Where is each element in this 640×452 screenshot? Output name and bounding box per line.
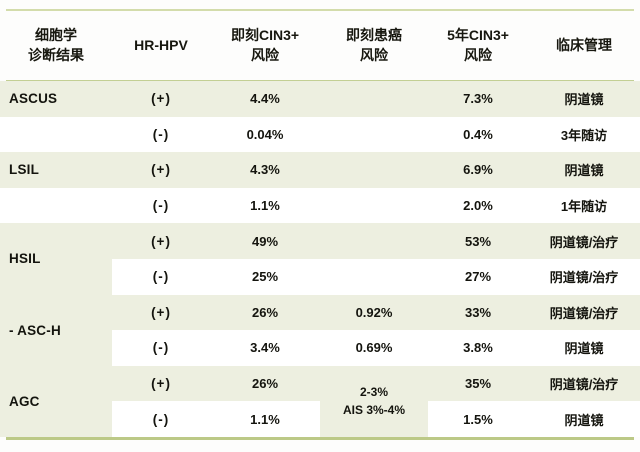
cytology-label: AGC: [0, 365, 112, 437]
column-header-management: 临床管理: [528, 11, 640, 79]
five-year-cin3-risk: 2.0%: [428, 187, 528, 224]
management: 阴道镜: [528, 81, 640, 117]
cytology-label: [0, 187, 112, 224]
management: 3年随访: [528, 116, 640, 153]
immediate-cancer-risk: 0.69%: [320, 330, 428, 366]
immediate-cin3-risk: 26%: [210, 365, 320, 402]
five-year-cin3-risk: 1.5%: [428, 401, 528, 437]
cytology-label: [0, 116, 112, 153]
cytology-label: - ASC-H: [0, 294, 112, 366]
immediate-cin3-risk: 1.1%: [210, 401, 320, 437]
five-year-cin3-risk: 0.4%: [428, 116, 528, 153]
five-year-cin3-risk: 3.8%: [428, 330, 528, 366]
table-header-row: 细胞学 诊断结果 HR-HPV 即刻CIN3+ 风险 即刻患癌 风险 5年CIN…: [0, 11, 640, 79]
immediate-cin3-risk: 0.04%: [210, 116, 320, 153]
immediate-cancer-risk: [320, 152, 428, 188]
immediate-cancer-risk: [320, 223, 428, 259]
cytology-label: ASCUS: [0, 81, 112, 117]
management: 1年随访: [528, 187, 640, 224]
five-year-cin3-risk: 53%: [428, 223, 528, 259]
top-rule-line: [6, 9, 634, 11]
management: 阴道镜: [528, 152, 640, 188]
five-year-cin3-risk: 33%: [428, 294, 528, 331]
risk-table: ASCUS (+) 4.4% 7.3% 阴道镜 (-) 0.04% 0.4% 3…: [0, 81, 640, 437]
hpv-status: (-): [112, 258, 210, 295]
immediate-cin3-risk: 4.4%: [210, 81, 320, 117]
immediate-cin3-risk: 3.4%: [210, 330, 320, 366]
header-line: 临床管理: [556, 36, 612, 53]
hpv-status: (+): [112, 152, 210, 188]
hpv-status: (-): [112, 116, 210, 153]
hpv-status: (-): [112, 187, 210, 224]
five-year-cin3-risk: 7.3%: [428, 81, 528, 117]
header-line: 诊断结果: [28, 47, 84, 63]
immediate-cin3-risk: 49%: [210, 223, 320, 259]
hpv-status: (+): [112, 223, 210, 259]
management: 阴道镜/治疗: [528, 294, 640, 331]
bottom-rule-line: [6, 437, 634, 440]
header-line: 风险: [464, 47, 492, 63]
header-line: 即刻患癌: [346, 26, 402, 43]
hpv-status: (-): [112, 330, 210, 366]
cytology-label: HSIL: [0, 223, 112, 295]
header-line: 风险: [360, 47, 388, 63]
column-header-immediate-cancer-risk: 即刻患癌 风险: [320, 11, 428, 79]
cancer-risk-line: AIS 3%-4%: [342, 403, 406, 418]
cytology-label: LSIL: [0, 152, 112, 188]
column-header-immediate-cin3-risk: 即刻CIN3+ 风险: [210, 11, 320, 79]
management: 阴道镜: [528, 330, 640, 366]
immediate-cin3-risk: 4.3%: [210, 152, 320, 188]
header-line: HR-HPV: [134, 36, 188, 53]
hpv-status: (+): [112, 294, 210, 331]
immediate-cin3-risk: 25%: [210, 258, 320, 295]
header-line: 5年CIN3+: [447, 26, 509, 43]
immediate-cancer-risk: [320, 116, 428, 153]
management: 阴道镜/治疗: [528, 223, 640, 259]
immediate-cancer-risk: [320, 258, 428, 295]
five-year-cin3-risk: 27%: [428, 258, 528, 295]
hpv-status: (+): [112, 81, 210, 117]
immediate-cin3-risk: 26%: [210, 294, 320, 331]
immediate-cancer-risk: 2-3% AIS 3%-4%: [320, 365, 428, 437]
five-year-cin3-risk: 35%: [428, 365, 528, 402]
header-line: 细胞学: [35, 26, 77, 43]
management: 阴道镜/治疗: [528, 365, 640, 402]
cancer-risk-line: 2-3%: [359, 384, 388, 399]
immediate-cancer-risk: 0.92%: [320, 294, 428, 331]
column-header-5yr-cin3-risk: 5年CIN3+ 风险: [428, 11, 528, 79]
hpv-status: (+): [112, 365, 210, 402]
immediate-cin3-risk: 1.1%: [210, 187, 320, 224]
column-header-hrhpv: HR-HPV: [112, 11, 210, 79]
immediate-cancer-risk: [320, 81, 428, 117]
immediate-cancer-risk: [320, 187, 428, 224]
hpv-status: (-): [112, 401, 210, 437]
column-header-cytology: 细胞学 诊断结果: [0, 11, 112, 79]
header-line: 风险: [251, 47, 279, 63]
header-line: 即刻CIN3+: [230, 26, 300, 43]
five-year-cin3-risk: 6.9%: [428, 152, 528, 188]
management: 阴道镜: [528, 401, 640, 437]
management: 阴道镜/治疗: [528, 258, 640, 295]
